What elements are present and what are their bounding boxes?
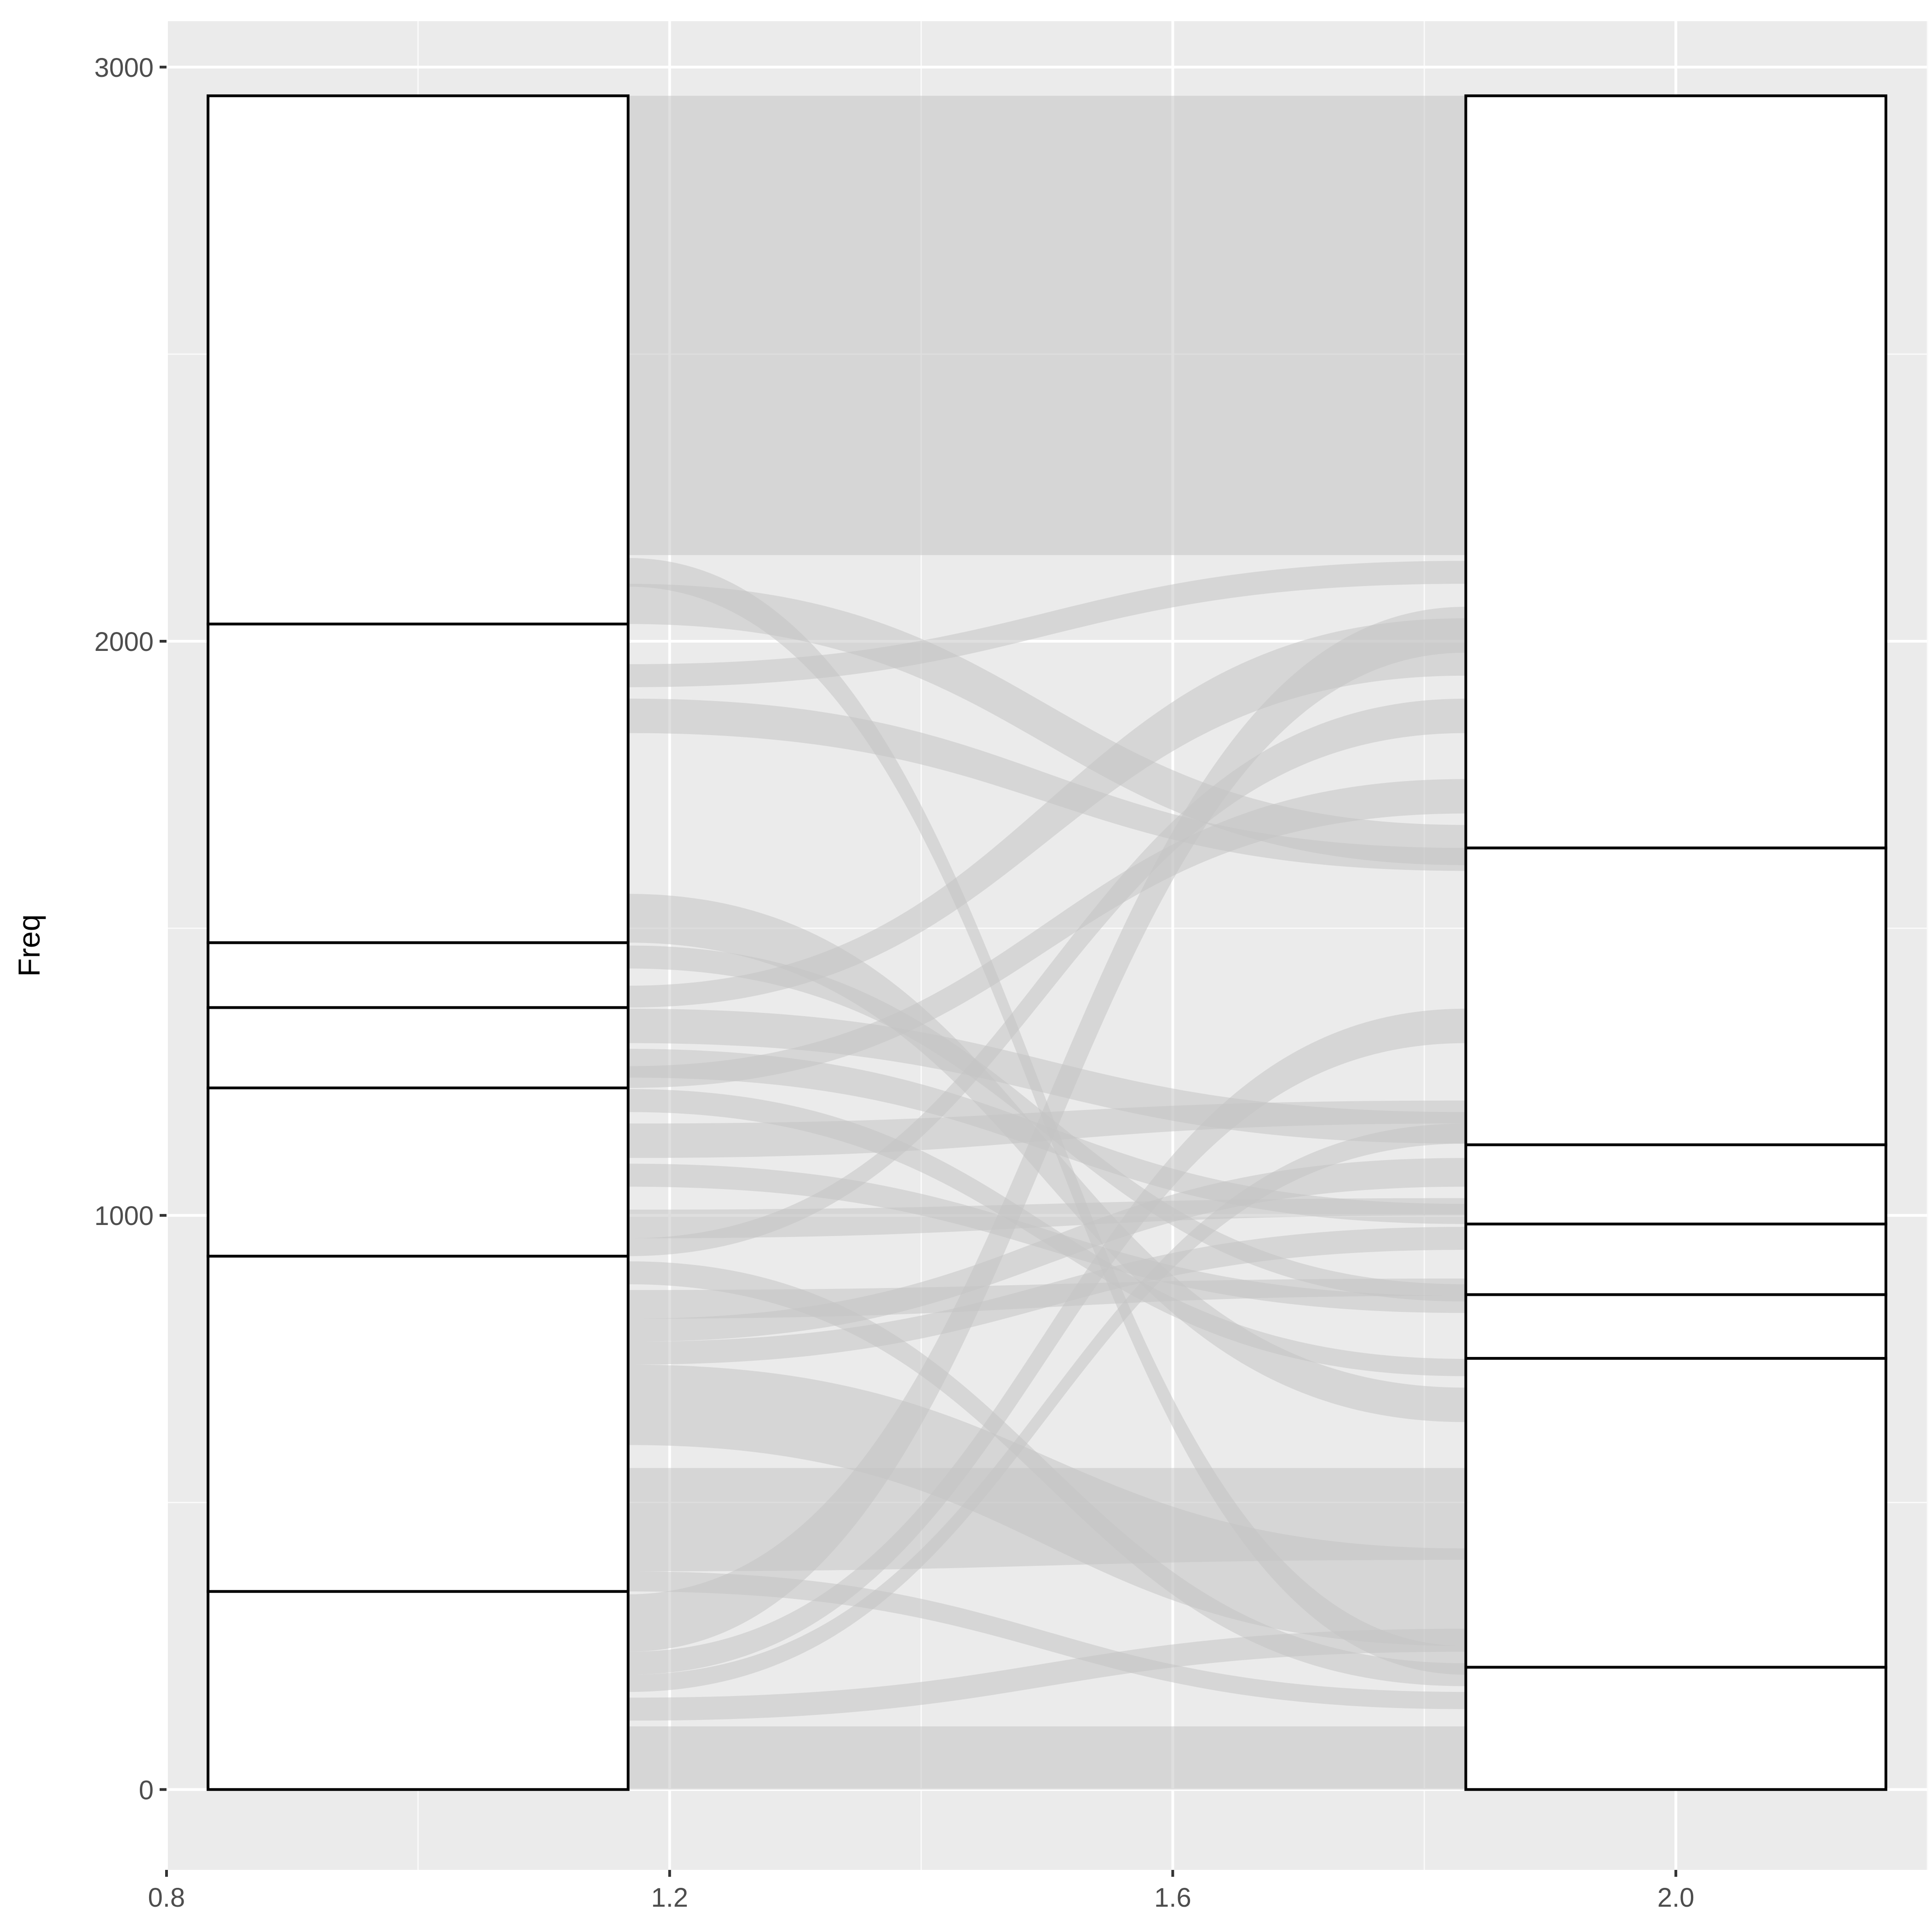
flow-ribbon bbox=[628, 894, 1466, 1422]
flow-ribbon bbox=[628, 698, 1466, 1256]
flow-ribbons bbox=[628, 96, 1466, 1790]
flow-ribbon bbox=[628, 584, 1466, 865]
y-tick-label: 0 bbox=[139, 1775, 154, 1805]
stratum-box bbox=[207, 94, 630, 626]
flow-ribbon bbox=[628, 1227, 1466, 1365]
flow-ribbon bbox=[628, 779, 1466, 1088]
flow-ribbon bbox=[628, 1571, 1466, 1709]
stratum-box bbox=[207, 941, 630, 1009]
stratum-box bbox=[207, 1254, 630, 1593]
stratum-box bbox=[1464, 94, 1887, 850]
y-axis-title: Freq bbox=[12, 914, 46, 977]
stratum-box bbox=[1464, 1222, 1887, 1296]
flow-ribbon bbox=[628, 1726, 1466, 1790]
stratum-box bbox=[207, 1006, 630, 1090]
stratum-box bbox=[207, 622, 630, 944]
stratum-box bbox=[207, 1590, 630, 1791]
y-tick-label: 3000 bbox=[94, 53, 154, 83]
stratum-box bbox=[207, 1087, 630, 1258]
x-tick-label: 1.2 bbox=[651, 1883, 688, 1913]
flow-ribbon bbox=[628, 1123, 1466, 1692]
flow-ribbon bbox=[628, 618, 1466, 1008]
stratum-box bbox=[1464, 846, 1887, 1146]
flow-ribbon bbox=[628, 1468, 1466, 1571]
flow-ribbon bbox=[628, 561, 1466, 687]
flow-ribbon bbox=[628, 1198, 1466, 1239]
y-tick-label: 2000 bbox=[94, 627, 154, 657]
stratum-box bbox=[1464, 1143, 1887, 1225]
flow-ribbon bbox=[628, 1628, 1466, 1721]
flow-ribbon bbox=[628, 1158, 1466, 1342]
flow-ribbon bbox=[628, 607, 1466, 1652]
strata bbox=[207, 94, 1887, 1791]
y-tick-label: 1000 bbox=[94, 1201, 154, 1231]
x-axis: 0.8 1.2 1.6 2.0 bbox=[148, 1870, 1695, 1913]
x-tick-label: 1.6 bbox=[1154, 1883, 1191, 1913]
stratum-box bbox=[1464, 1666, 1887, 1791]
x-tick-label: 2.0 bbox=[1657, 1883, 1695, 1913]
flow-ribbon bbox=[628, 1008, 1466, 1675]
stratum-box bbox=[1464, 1293, 1887, 1360]
stratum-box bbox=[1464, 1357, 1887, 1669]
flow-ribbon bbox=[628, 698, 1466, 871]
flow-ribbon bbox=[628, 96, 1466, 555]
y-axis: 0 1000 2000 3000 bbox=[94, 53, 167, 1805]
x-tick-label: 0.8 bbox=[148, 1883, 185, 1913]
